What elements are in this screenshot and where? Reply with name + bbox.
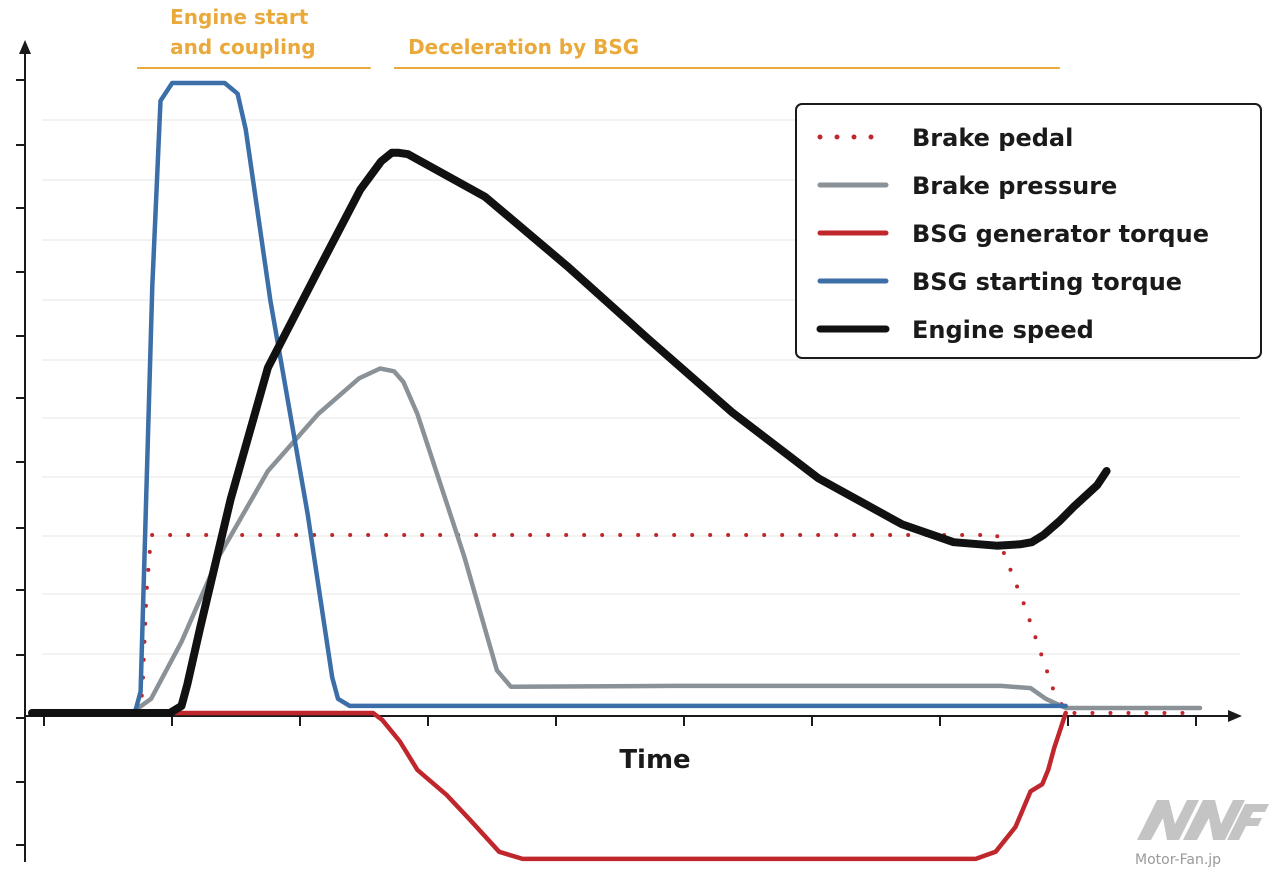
phase-2: Deceleration by BSG <box>394 35 1060 69</box>
legend-box <box>795 103 1262 359</box>
legend-item: Brake pedal <box>817 124 1073 152</box>
axes <box>16 40 1242 862</box>
motor-fan-logo <box>1137 800 1269 840</box>
phase-1: Engine start and coupling <box>137 5 371 69</box>
legend-label: BSG generator torque <box>912 220 1209 248</box>
legend-label: Brake pressure <box>912 172 1117 200</box>
series-bsg-starting-torque <box>29 80 1068 716</box>
legend-label: BSG starting torque <box>912 268 1182 296</box>
legend-item: Brake pressure <box>817 172 1117 200</box>
x-axis-arrow <box>1228 710 1242 722</box>
legend-label: Engine speed <box>912 316 1094 344</box>
y-axis-arrow <box>19 40 31 54</box>
series-brake-pressure <box>29 366 1203 716</box>
legend: Brake pedal Brake pressure BSG generator t… <box>795 103 1262 359</box>
phase-label: Deceleration by BSG <box>408 35 639 59</box>
watermark: Motor-Fan.jp <box>1135 800 1269 868</box>
series-engine-speed <box>28 148 1111 717</box>
phase-label: and coupling <box>170 35 315 59</box>
phase-label: Engine start <box>170 5 309 29</box>
legend-item: BSG generator torque <box>817 220 1209 248</box>
legend-item: Engine speed <box>816 316 1094 344</box>
x-axis-label: Time <box>619 745 690 775</box>
watermark-site: Motor-Fan.jp <box>1135 852 1221 868</box>
phase-annotations: Engine start and coupling Deceleration by … <box>137 5 1060 69</box>
legend-label: Brake pedal <box>912 124 1073 152</box>
series-bsg-generator-torque <box>29 710 1068 862</box>
series-lines <box>28 80 1203 862</box>
legend-item: BSG starting torque <box>817 268 1182 296</box>
